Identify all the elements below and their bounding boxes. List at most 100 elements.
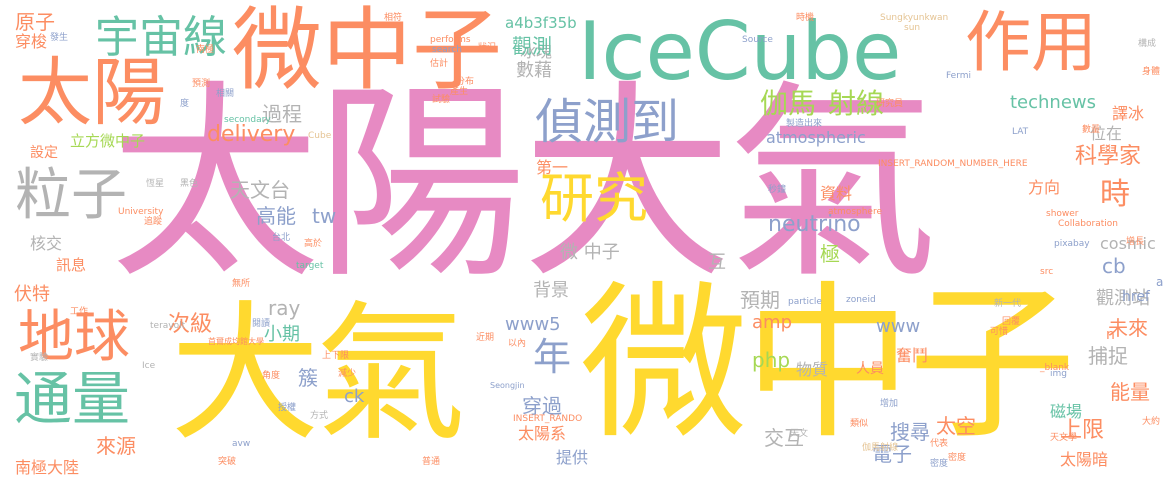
word: 微中子 <box>232 0 502 103</box>
word: 類似 <box>850 419 869 429</box>
word: www5 <box>505 314 561 335</box>
word: 回覆 <box>1002 317 1021 327</box>
word: 閱讀 <box>252 319 271 329</box>
word: 核交 <box>30 234 63 253</box>
word: LAT <box>1012 127 1029 137</box>
word: atmospheric <box>766 128 866 147</box>
word: 太陽大氣 <box>110 62 938 307</box>
word: src <box>1040 267 1054 277</box>
word: 產生 <box>450 87 469 97</box>
word: delivery <box>207 122 296 147</box>
word: 黑色 <box>180 179 199 189</box>
word: performs <box>430 35 471 45</box>
word: 突破 <box>218 457 237 467</box>
word: img <box>1050 369 1067 379</box>
word: 電子 <box>872 442 912 466</box>
word: Source <box>742 35 773 45</box>
word: 時機 <box>796 13 815 23</box>
word: 普通 <box>422 457 441 467</box>
word: 科學家 <box>1075 144 1142 169</box>
word: _blank <box>1040 363 1070 373</box>
word: 減少 <box>338 369 357 379</box>
word: technews <box>1010 92 1097 113</box>
word: Collaboration <box>1058 219 1118 229</box>
word: 授權 <box>278 403 297 413</box>
word: Ice <box>142 361 156 371</box>
word: 伽馬射線 <box>862 443 899 453</box>
word: 研究 <box>540 167 648 230</box>
word: shower <box>1046 209 1079 219</box>
word: 來源 <box>96 434 136 458</box>
word: 通量 <box>14 365 131 433</box>
word: 極 <box>820 242 840 266</box>
word: 穿梭 <box>15 32 48 51</box>
word: Seongjin <box>490 381 525 390</box>
word: 發生 <box>50 33 69 43</box>
word: 近期 <box>476 333 495 343</box>
word: avw <box>232 439 251 449</box>
word: Sungkyunkwan <box>880 13 949 23</box>
word: 預測 <box>192 79 211 89</box>
word: 方式 <box>310 411 329 421</box>
word: 粒子 <box>15 163 127 228</box>
word: 簇 <box>298 366 318 390</box>
word: University <box>118 207 164 217</box>
word: 搜尋 <box>890 420 930 444</box>
word: 追蹤 <box>144 217 163 227</box>
word: 構成 <box>1138 39 1157 49</box>
word: 奮鬥 <box>896 346 929 365</box>
word: INSERT_RANDOM_NUMBER_HERE <box>878 159 1028 169</box>
word: 觀測站 <box>1096 288 1150 309</box>
word: 冰塊 <box>520 42 553 61</box>
word: target <box>296 261 324 271</box>
word: cosmic <box>1100 234 1156 253</box>
word: 太陽暗 <box>1060 450 1109 469</box>
word: 角度 <box>262 371 281 381</box>
word: 上限 <box>1060 418 1105 443</box>
word: 首爾成均館大學 <box>208 337 264 346</box>
word: 小期 <box>264 324 300 345</box>
word: 背景 <box>533 280 569 301</box>
word: IceCube <box>578 5 902 98</box>
word: search <box>432 45 462 55</box>
word: 原子 <box>15 10 55 34</box>
word: 南極大陸 <box>15 458 80 477</box>
word: 天文學 <box>1050 433 1078 443</box>
word: 捕捉 <box>1088 344 1128 368</box>
word: 設定 <box>30 145 58 161</box>
word: 密度 <box>948 453 967 463</box>
word: 代表 <box>930 439 949 449</box>
word: 立方微中子 <box>70 132 146 150</box>
word: particle <box>788 297 822 307</box>
word: tw <box>312 204 337 228</box>
word: 實驗 <box>30 353 49 363</box>
word: 能量 <box>1110 380 1150 404</box>
word: 時 <box>1100 177 1130 212</box>
word: 位在 <box>1090 124 1123 143</box>
word: 互 <box>708 252 726 273</box>
word: 宇宙線 <box>95 12 227 63</box>
word: 太陽 <box>18 50 166 136</box>
word: 製造出來 <box>786 119 823 129</box>
word: amp <box>752 312 792 333</box>
word: 無所 <box>232 279 251 289</box>
word: 工作 <box>70 307 89 317</box>
word: 伽馬 <box>760 87 817 120</box>
word: 譯冰 <box>1112 104 1145 123</box>
word: INSERT_RANDO <box>513 414 583 424</box>
word: 資料 <box>820 184 853 203</box>
word: 大氣 <box>170 288 466 462</box>
word: pixabay <box>1054 239 1090 249</box>
word: cb <box>1102 254 1126 278</box>
word: 估計 <box>430 59 449 69</box>
word: 微中子 <box>580 266 1076 462</box>
word: 伏特 <box>14 284 50 305</box>
word: php <box>752 348 791 372</box>
word: ck <box>344 386 365 407</box>
word: 人員 <box>856 361 884 377</box>
word: 密度 <box>930 459 949 469</box>
word: 偵測到 <box>535 94 680 150</box>
word: 太空 <box>936 414 976 438</box>
word: 第一 <box>536 158 569 177</box>
